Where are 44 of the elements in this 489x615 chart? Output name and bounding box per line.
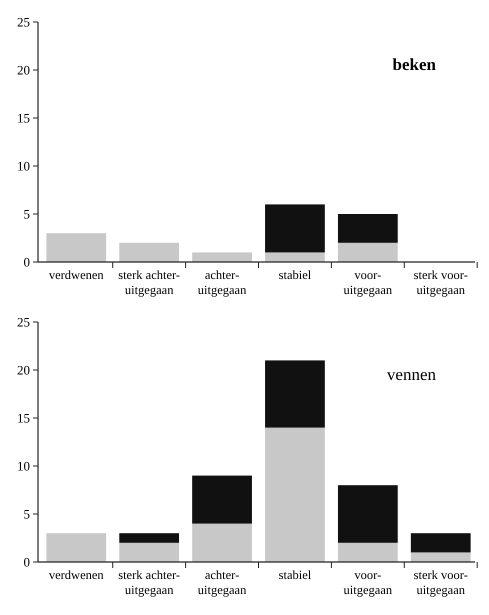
y-tick-label: 20 [17,62,30,78]
bar [265,252,325,262]
bar [46,233,106,262]
x-tick-label: sterk achter- uitgegaan [118,568,180,597]
x-tick-label: verdwenen [48,568,104,582]
x-tick-label: achter- uitgegaan [198,568,248,597]
bar [192,524,252,562]
bar [338,542,398,562]
x-tick-label: achter- uitgegaan [198,268,248,297]
y-tick-label: 10 [17,158,30,174]
y-tick-label: 20 [17,362,30,378]
bar [338,242,398,262]
bar [265,360,325,428]
bar [338,485,398,543]
text: beken [392,55,437,74]
x-tick-label: stabiel [278,268,312,282]
text: vennen [386,365,436,384]
bar [192,252,252,262]
bar [119,542,180,562]
y-tick-label: 25 [17,14,30,30]
y-tick-label: 10 [17,458,30,474]
y-tick-label: 25 [17,314,30,330]
bar [410,533,471,552]
bar [265,204,325,252]
x-tick-label: stabiel [278,568,312,582]
x-tick-label: voor- uitgegaan [344,268,393,297]
y-tick-label: 5 [24,506,30,522]
y-tick-label: 15 [17,410,30,426]
y-tick-label: 0 [24,254,30,270]
y-tick-label: 5 [24,206,30,222]
bar [265,428,325,562]
x-tick-label: voor- uitgegaan [344,568,393,597]
y-tick-label: 15 [17,110,30,126]
x-tick-label: sterk achter- uitgegaan [118,268,180,297]
x-tick-label: sterk voor- uitgegaan [414,268,468,297]
x-tick-label: verdwenen [48,268,104,282]
bar [46,533,106,562]
bar [410,552,471,562]
bar [192,476,252,524]
bar [119,533,180,543]
bar [119,242,180,262]
x-tick-label: sterk voor- uitgegaan [414,568,468,597]
bar [338,214,398,243]
y-tick-label: 0 [24,554,30,570]
